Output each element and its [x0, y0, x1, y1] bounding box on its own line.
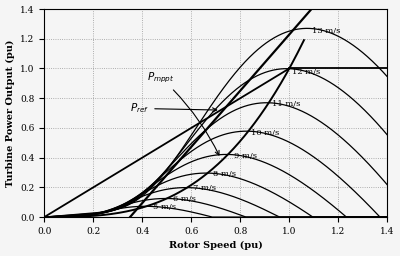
Text: 11 m/s: 11 m/s — [272, 100, 300, 108]
Text: $P_{mppt}$: $P_{mppt}$ — [147, 71, 219, 155]
Text: 6 m/s: 6 m/s — [173, 195, 196, 203]
Text: 5 m/s: 5 m/s — [153, 203, 176, 211]
Text: 12 m/s: 12 m/s — [292, 68, 320, 76]
Text: 7 m/s: 7 m/s — [193, 185, 216, 193]
Text: 10 m/s: 10 m/s — [252, 129, 280, 137]
X-axis label: Rotor Speed (pu): Rotor Speed (pu) — [169, 241, 263, 250]
Y-axis label: Turbine Power Output (pu): Turbine Power Output (pu) — [6, 39, 15, 187]
Text: 13 m/s: 13 m/s — [312, 27, 340, 35]
Text: $P_{ref}$: $P_{ref}$ — [130, 102, 217, 115]
Text: 9 m/s: 9 m/s — [234, 152, 256, 160]
Text: 8 m/s: 8 m/s — [213, 170, 236, 178]
